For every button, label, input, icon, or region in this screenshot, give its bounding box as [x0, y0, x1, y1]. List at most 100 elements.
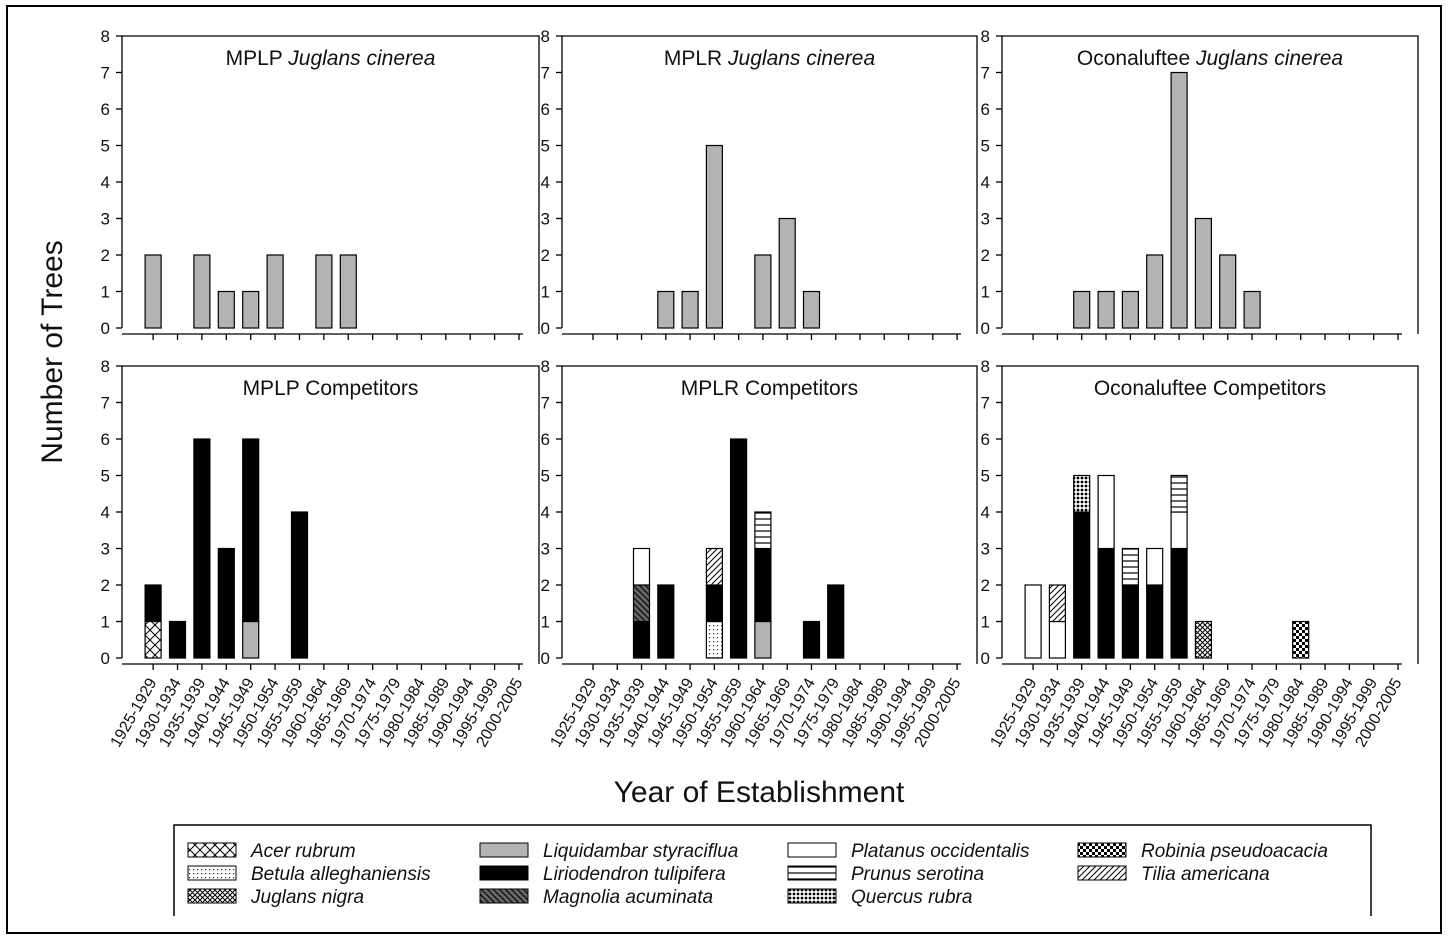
bar-juglans-cinerea-1960-1964 — [315, 254, 333, 329]
x-axis-title: Year of Establishment — [614, 776, 905, 809]
bar-quercus-rubra-1935-1939 — [1073, 474, 1091, 513]
y-tick-label: 8 — [981, 357, 990, 376]
bar-robinia-pseudoacacia-1980-1984 — [1292, 620, 1310, 659]
panel-oconaluftee-juglans-cinerea: 0 1 2 3 4 5 6 7 8 Oconaluftee Juglans cinerea — [981, 27, 1419, 340]
plot-frame — [1002, 365, 1419, 664]
legend-swatch — [787, 842, 837, 858]
panel-mplr-juglans-cinerea: 0 1 2 3 4 5 6 7 8 MPLR Juglans cinerea — [541, 27, 978, 340]
legend-item-robinia-pseudoacacia: Robinia pseudoacacia — [1077, 841, 1328, 862]
y-tick-label: 4 — [981, 173, 990, 192]
y-tick-label: 1 — [541, 613, 550, 632]
y-tick-label: 2 — [101, 246, 110, 265]
bar-liriodendron-tulipifera-1955-1959 — [1170, 547, 1188, 659]
bar-acer-rubrum-1925-1929 — [144, 620, 162, 659]
bar-juglans-cinerea-1950-1954 — [266, 254, 284, 329]
legend-swatch — [1077, 842, 1127, 858]
bar-juglans-nigra-1960-1964 — [1194, 620, 1213, 659]
y-tick-label: 0 — [101, 319, 110, 338]
legend-swatch — [479, 888, 529, 904]
y-tick-label: 6 — [541, 100, 550, 119]
y-tick-label: 7 — [981, 64, 990, 83]
bar-betula-alleghaniensis-1950-1954 — [705, 620, 724, 659]
y-tick-label: 1 — [981, 283, 990, 302]
y-tick-label: 4 — [101, 173, 110, 192]
plot-frame — [562, 35, 978, 334]
y-tick-label: 3 — [101, 210, 110, 229]
bar-juglans-cinerea-1955-1959 — [1170, 71, 1188, 329]
y-tick-label: 5 — [981, 137, 990, 156]
bar-liriodendron-tulipifera-1935-1939 — [632, 620, 651, 659]
legend-swatch — [187, 842, 237, 858]
bar-liriodendron-tulipifera-1955-1959 — [729, 438, 748, 659]
y-tick-label: 3 — [541, 540, 550, 559]
y-tick-label: 3 — [981, 540, 990, 559]
legend-item-betula-alleghaniensis: Betula alleghaniensis — [187, 864, 431, 885]
legend-item-acer-rubrum: Acer rubrum — [187, 841, 356, 862]
y-tick-label: 1 — [101, 283, 110, 302]
y-tick-label: 4 — [541, 503, 550, 522]
bar-juglans-cinerea-1965-1969 — [778, 217, 796, 329]
bar-liquidambar-styraciflua-1945-1949 — [242, 620, 260, 659]
legend-swatch — [479, 842, 529, 858]
panel-mplp-juglans-cinerea: 0 1 2 3 4 5 6 7 8 MPLP Juglans cinerea — [101, 27, 540, 340]
bar-platanus-occidentalis-1950-1954 — [1146, 547, 1164, 586]
bar-prunus-serotina-1960-1964 — [754, 511, 772, 550]
legend-item-quercus-rubra: Quercus rubra — [787, 887, 972, 908]
y-tick-label: 7 — [981, 394, 990, 413]
legend-label: Tilia americana — [1141, 864, 1270, 885]
bar-prunus-serotina-1945-1949 — [1121, 547, 1140, 586]
panel-title: MPLR Competitors — [681, 377, 858, 400]
plot-frame — [1002, 35, 1419, 334]
legend-label: Liquidambar styraciflua — [543, 841, 738, 862]
bar-juglans-cinerea-1945-1949 — [681, 290, 699, 329]
y-tick-label: 6 — [981, 100, 990, 119]
bar-prunus-serotina-1955-1959 — [1170, 474, 1188, 513]
y-tick-label: 4 — [101, 503, 110, 522]
bar-liriodendron-tulipifera-1950-1954 — [1146, 584, 1164, 659]
bar-platanus-occidentalis-1930-1934 — [1048, 620, 1067, 659]
legend-label: Acer rubrum — [250, 841, 356, 862]
bar-juglans-cinerea-1925-1929 — [144, 254, 162, 329]
y-tick-label: 1 — [101, 613, 110, 632]
bar-juglans-cinerea-1935-1939 — [1073, 290, 1091, 329]
panel-oconaluftee-competitors: 0123456781925-19291930-19341935-19391940… — [981, 357, 1419, 750]
bar-juglans-cinerea-1970-1974 — [802, 290, 821, 329]
y-tick-label: 2 — [541, 576, 550, 595]
y-tick-label: 8 — [541, 357, 550, 376]
bars — [144, 254, 357, 329]
legend-item-magnolia-acuminata: Magnolia acuminata — [479, 887, 713, 908]
y-tick-label: 6 — [981, 430, 990, 449]
legend-label: Quercus rubra — [851, 887, 972, 908]
bar-liriodendron-tulipifera-1940-1944 — [1097, 547, 1115, 659]
bar-liriodendron-tulipifera-1960-1964 — [754, 547, 772, 623]
legend-item-prunus-serotina: Prunus serotina — [787, 864, 984, 885]
bar-juglans-cinerea-1940-1944 — [1097, 290, 1115, 329]
bar-liquidambar-styraciflua-1960-1964 — [754, 620, 772, 659]
y-tick-label: 7 — [101, 64, 110, 83]
legend-swatch — [479, 865, 529, 881]
y-tick-label: 5 — [541, 467, 550, 486]
legend-item-juglans-nigra: Juglans nigra — [187, 887, 364, 908]
y-tick-label: 7 — [541, 394, 550, 413]
bar-liriodendron-tulipifera-1950-1954 — [705, 584, 724, 623]
legend-label: Liriodendron tulipifera — [543, 864, 726, 885]
bar-juglans-cinerea-1965-1969 — [1219, 254, 1237, 329]
panel-mplp-competitors: 0123456781925-19291930-19341935-19391940… — [101, 357, 540, 750]
y-tick-label: 2 — [981, 246, 990, 265]
legend-label: Platanus occidentalis — [851, 841, 1030, 862]
bar-juglans-cinerea-1940-1944 — [217, 290, 235, 329]
y-tick-label: 2 — [101, 576, 110, 595]
bar-liriodendron-tulipifera-1945-1949 — [242, 438, 260, 623]
y-tick-label: 8 — [981, 27, 990, 46]
y-axis-title: Number of Trees — [36, 240, 69, 463]
legend-item-liriodendron-tulipifera: Liriodendron tulipifera — [479, 864, 726, 885]
legend-swatch — [187, 865, 237, 881]
panel-title: MPLP Competitors — [243, 377, 419, 400]
y-tick-label: 2 — [981, 576, 990, 595]
y-tick-label: 5 — [101, 467, 110, 486]
y-tick-label: 2 — [541, 246, 550, 265]
bar-liriodendron-tulipifera-1975-1979 — [827, 584, 845, 659]
y-tick-label: 3 — [981, 210, 990, 229]
y-tick-label: 5 — [541, 137, 550, 156]
